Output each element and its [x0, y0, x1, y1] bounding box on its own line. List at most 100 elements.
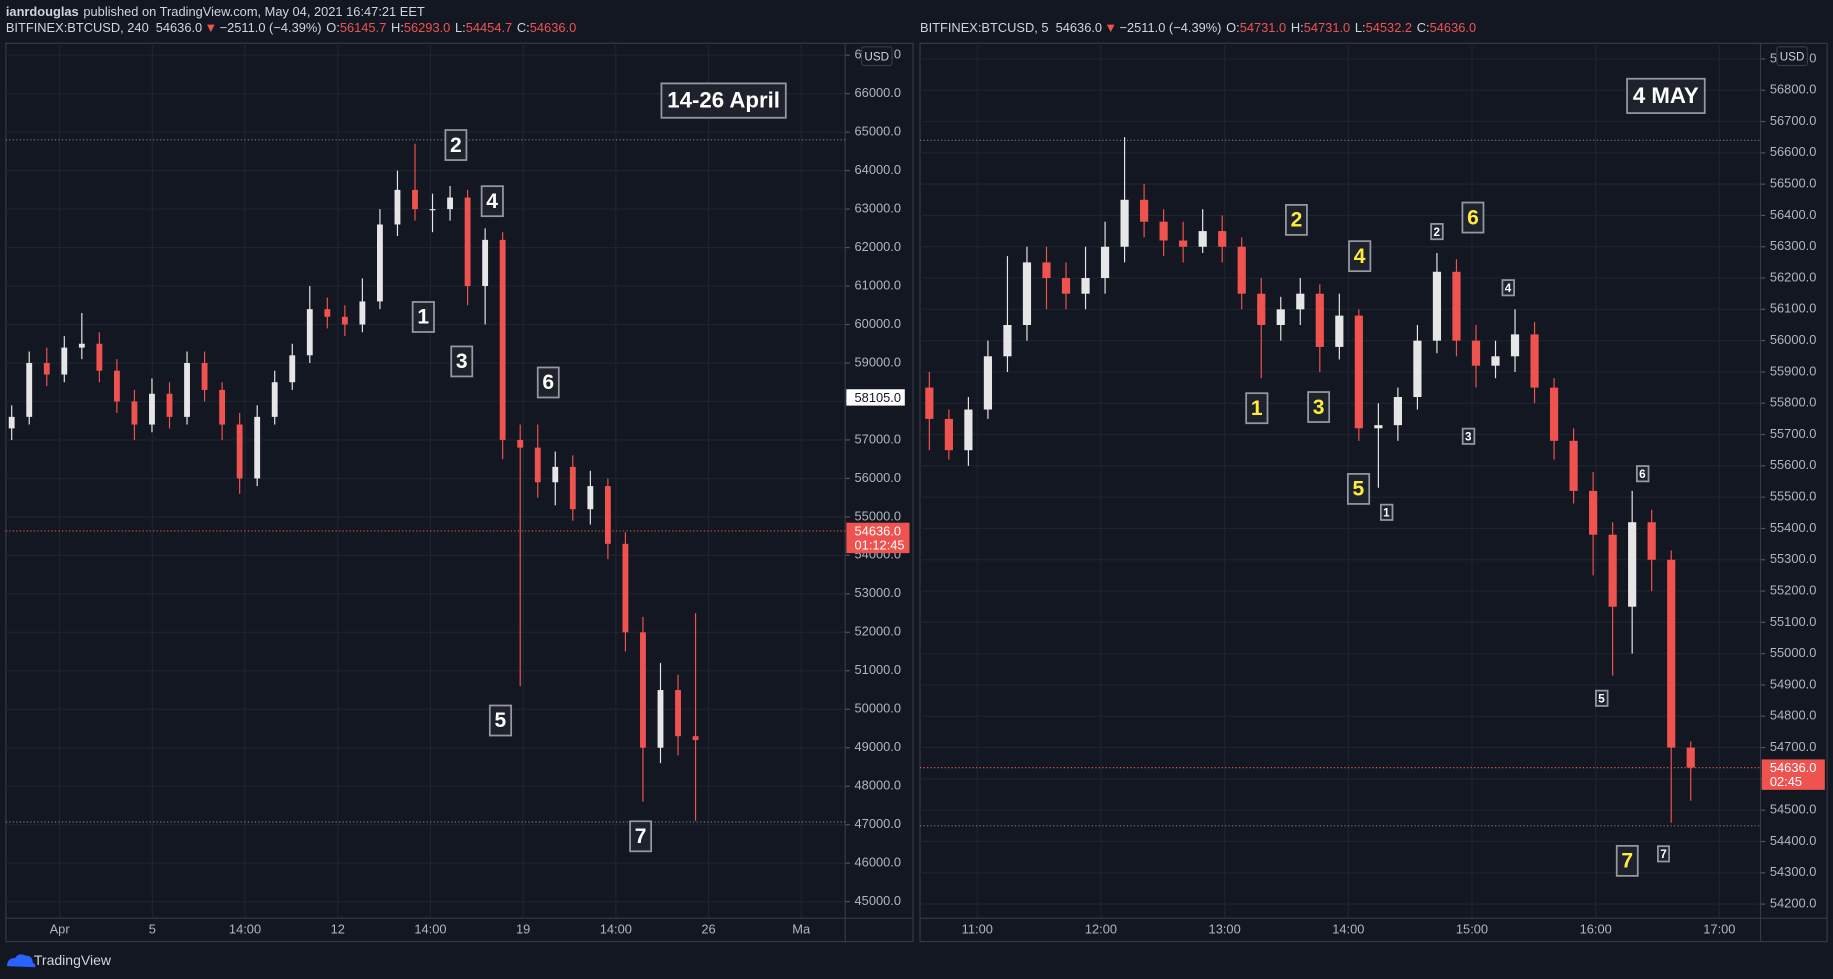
candle-body [1335, 315, 1344, 347]
wave-label-box [450, 345, 474, 378]
y-tick-label: 60000.0 [855, 316, 901, 331]
info-part: ▼ [205, 21, 218, 36]
y-tick-label: 55700.0 [1770, 426, 1816, 441]
candle-body [1432, 271, 1442, 341]
wave-label-box [1285, 204, 1308, 236]
candle-body [1100, 246, 1110, 279]
candle-body [534, 447, 541, 483]
x-tick-label: 5 [149, 921, 156, 936]
sub-wave-label: 5 [1595, 689, 1609, 707]
candle-body [1120, 199, 1129, 247]
candle-body [341, 316, 348, 325]
y-tick-label: 54800.0 [1770, 708, 1816, 723]
sub-wave-label-text: 4 [1505, 282, 1512, 295]
y-tick-label: 55400.0 [1770, 520, 1816, 535]
sub-wave-label: 1 [1379, 503, 1394, 521]
wave-label-box [1615, 844, 1639, 877]
y-tick-label: 55900.0 [1770, 363, 1816, 378]
info-part: H: [1291, 21, 1304, 36]
candle-body [925, 387, 934, 419]
wave-label: 4 [480, 185, 504, 218]
wave-label-text: 5 [1353, 478, 1365, 501]
wave-label: 6 [1461, 201, 1485, 234]
wave-label-text: 4 [1354, 245, 1366, 268]
wave-label-text: 7 [1621, 850, 1633, 873]
wave-label-text: 4 [486, 190, 498, 213]
y-tick-label: 56000.0 [1770, 332, 1816, 347]
y-tick-label: 54900.0 [1770, 676, 1816, 691]
candle-body [306, 309, 313, 356]
candle-body [412, 189, 418, 210]
wave-label-text: 2 [450, 134, 462, 157]
wave-label-text: 2 [1291, 209, 1303, 232]
candles [8, 143, 699, 821]
y-tick-label: 51000.0 [855, 662, 901, 677]
candle-body [1296, 293, 1305, 310]
candle-body [1315, 293, 1324, 347]
currency: USD [864, 50, 889, 63]
info-part: 54731.0 [1240, 21, 1286, 36]
last-price: 54636.0 [1770, 760, 1816, 775]
y-tick-label: 56500.0 [1770, 176, 1816, 191]
candle-body [1276, 309, 1285, 325]
x-tick-label: 12:00 [1085, 921, 1117, 936]
y-tick-label: 52000.0 [855, 624, 901, 639]
info-part: −2511.0 (−4.39%) [220, 21, 322, 36]
candle-body [517, 439, 524, 448]
candle-body [482, 239, 489, 287]
y-tick-label: 55300.0 [1770, 551, 1816, 566]
candle-body [359, 301, 366, 325]
wave-label-text: 1 [417, 306, 429, 329]
wave-label: 1 [411, 301, 435, 333]
sub-wave-label-text: 2 [1433, 226, 1440, 239]
candle-body [1686, 747, 1695, 768]
sub-wave-label: 7 [1657, 845, 1670, 863]
candle-body [1510, 334, 1520, 357]
wave-label: 2 [444, 129, 468, 161]
wave-label-box [488, 704, 513, 737]
publish-line: ianrdouglas published on TradingView.com,… [6, 4, 425, 19]
wave-label: 3 [1307, 391, 1331, 423]
candle-body [8, 416, 15, 429]
wave-label: 3 [450, 345, 474, 378]
candle-body [499, 239, 506, 440]
candle-body [569, 466, 576, 510]
y-tick-label: 65000.0 [855, 124, 901, 139]
candle-body [219, 389, 226, 425]
sub-wave-label: 6 [1635, 465, 1650, 483]
period-title: 14-26 April [660, 82, 787, 119]
wave-label-box [480, 185, 504, 218]
candle-body [131, 401, 138, 425]
x-tick-label: 16:00 [1580, 921, 1612, 936]
candle-body [236, 424, 243, 479]
candle-body [964, 409, 973, 451]
price-tag-bg [846, 389, 905, 406]
candle-body [166, 393, 173, 417]
x-tick-label: 19 [516, 921, 530, 936]
y-tick-label: 54200.0 [1770, 895, 1816, 910]
y-tick-label: 54400.0 [1770, 833, 1816, 848]
x-tick-label: 12 [331, 921, 345, 936]
candle-body [1042, 262, 1051, 279]
y-tick-label: 56200.0 [1770, 269, 1816, 284]
candle-body [1198, 231, 1207, 247]
y-tick-label: 57000.0 [855, 431, 901, 446]
logo [7, 954, 36, 968]
info-part: H: [391, 21, 404, 36]
brand: TradingView [34, 952, 112, 968]
info-part: ▼ [1104, 21, 1117, 36]
candle-body [1003, 324, 1012, 357]
y-tick-label: 56000.0 [855, 470, 901, 485]
x-tick-label: Apr [50, 921, 71, 936]
x-tick-label: 14:00 [414, 921, 446, 936]
y-tick-label: 55600.0 [1770, 457, 1816, 472]
x-tick-label: 13:00 [1209, 921, 1241, 936]
y-tick-label: 55100.0 [1770, 614, 1816, 629]
x-tick-label: Ma [792, 921, 811, 936]
last-price-bg [1761, 759, 1825, 790]
candle-body [271, 382, 278, 417]
candle-body [1667, 559, 1676, 748]
info-part: C: [517, 21, 530, 36]
period-title: 4 MAY [1626, 77, 1706, 114]
